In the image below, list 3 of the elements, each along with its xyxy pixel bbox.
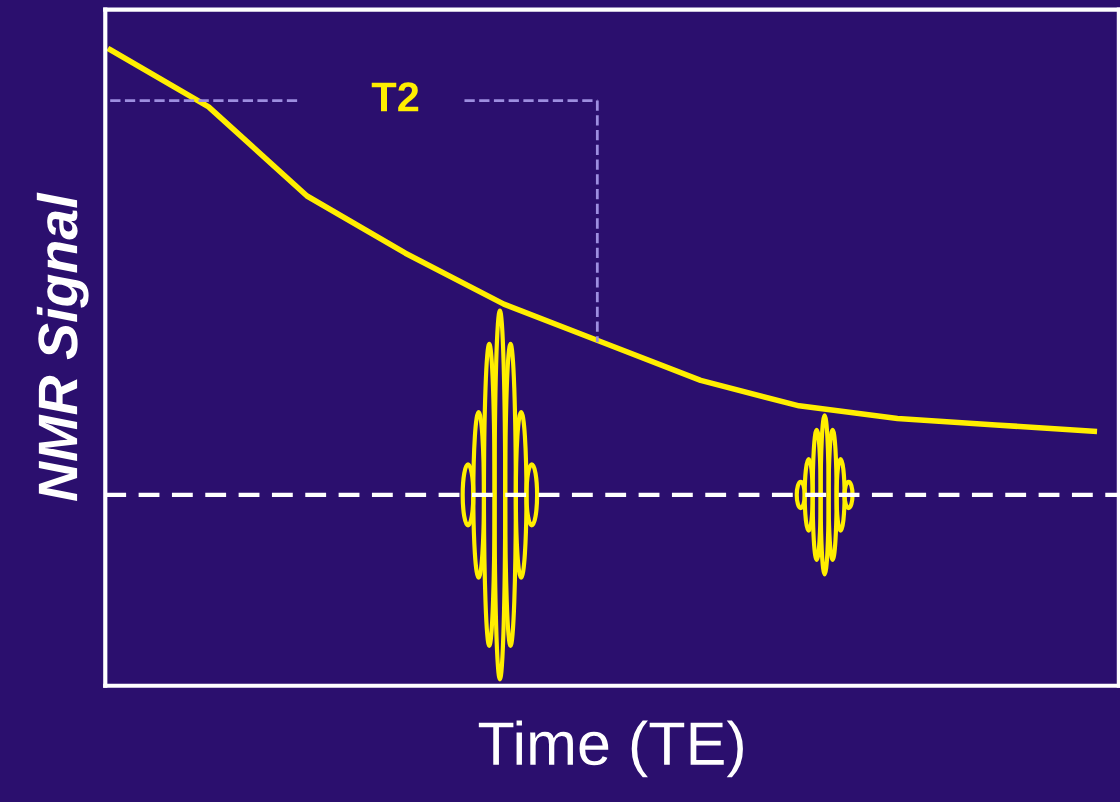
y-axis-title: NMR Signal <box>36 192 89 501</box>
x-axis-title: Time (TE) <box>478 720 743 778</box>
annotation: T2 <box>371 82 419 112</box>
